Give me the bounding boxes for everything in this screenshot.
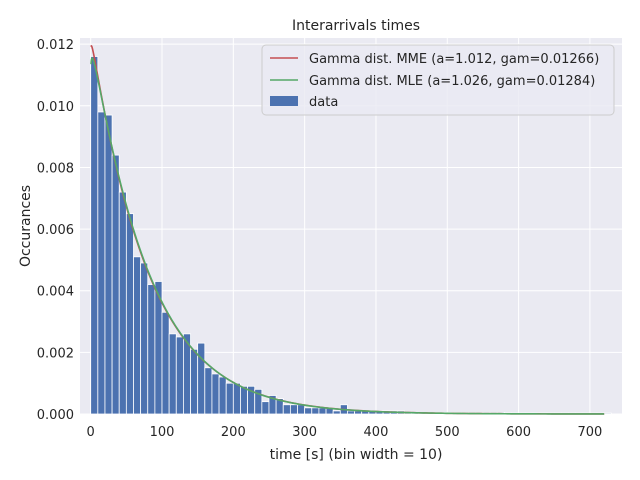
legend-label-data: data bbox=[309, 95, 338, 110]
y-tick-label: 0.006 bbox=[37, 223, 74, 238]
histogram-bar bbox=[603, 412, 612, 415]
histogram-bar bbox=[304, 407, 313, 415]
x-tick-labels: 0 100 200 300 400 500 600 700 bbox=[87, 425, 603, 440]
histogram-bar bbox=[289, 404, 298, 415]
y-tick-label: 0.002 bbox=[37, 346, 74, 361]
histogram-bar bbox=[311, 407, 320, 415]
curve-mle bbox=[90, 57, 605, 415]
y-tick-label: 0.000 bbox=[37, 408, 74, 423]
histogram-bar bbox=[125, 213, 134, 415]
histogram-bar bbox=[133, 256, 142, 415]
histogram-bar bbox=[297, 404, 306, 415]
x-tick-label: 700 bbox=[577, 425, 602, 440]
histogram-bar bbox=[190, 348, 199, 415]
fit-curves bbox=[90, 44, 605, 415]
histogram-bar bbox=[318, 407, 327, 415]
histogram-bar bbox=[104, 114, 113, 415]
y-tick-label: 0.008 bbox=[37, 161, 74, 176]
histogram-bar bbox=[118, 191, 127, 415]
y-axis-label: Occurances bbox=[18, 185, 34, 267]
histogram-bar bbox=[204, 367, 213, 415]
histogram-bar bbox=[111, 154, 120, 415]
histogram-bar bbox=[211, 373, 220, 415]
histogram-bar bbox=[225, 382, 234, 415]
y-tick-label: 0.010 bbox=[37, 100, 74, 115]
histogram-bar bbox=[218, 376, 227, 415]
histogram-bar bbox=[147, 284, 156, 415]
histogram-bar bbox=[232, 382, 241, 415]
x-tick-label: 200 bbox=[221, 425, 246, 440]
histogram-bar bbox=[97, 111, 106, 415]
x-tick-label: 100 bbox=[150, 425, 175, 440]
histogram-bar bbox=[197, 342, 206, 415]
histogram-bar bbox=[90, 56, 99, 415]
histogram-bar bbox=[332, 410, 341, 415]
x-tick-label: 600 bbox=[506, 425, 531, 440]
legend: Gamma dist. MME (a=1.012, gam=0.01266) G… bbox=[261, 44, 615, 116]
legend-label-mme: Gamma dist. MME (a=1.012, gam=0.01266) bbox=[309, 52, 599, 67]
x-tick-label: 0 bbox=[87, 425, 95, 440]
histogram-bar bbox=[140, 262, 149, 415]
histogram-bar bbox=[282, 404, 291, 415]
chart-title: Interarrivals times bbox=[292, 18, 420, 34]
histogram-bar bbox=[347, 410, 355, 415]
y-tick-labels: 0.000 0.002 0.004 0.006 0.008 0.010 0.012 bbox=[37, 38, 74, 423]
x-tick-label: 300 bbox=[292, 425, 317, 440]
x-tick-label: 400 bbox=[364, 425, 389, 440]
legend-label-mle: Gamma dist. MLE (a=1.026, gam=0.01284) bbox=[309, 74, 595, 89]
y-tick-label: 0.012 bbox=[37, 38, 74, 53]
histogram-bar bbox=[175, 336, 184, 415]
y-tick-label: 0.004 bbox=[37, 285, 74, 300]
legend-box bbox=[261, 44, 615, 116]
histogram-bar bbox=[240, 385, 248, 415]
x-axis-label: time [s] (bin width = 10) bbox=[270, 447, 443, 463]
x-tick-label: 500 bbox=[435, 425, 460, 440]
legend-swatch-data bbox=[270, 96, 298, 106]
histogram-bar bbox=[168, 333, 177, 415]
histogram-bar bbox=[161, 311, 170, 415]
histogram-bar bbox=[261, 401, 270, 415]
